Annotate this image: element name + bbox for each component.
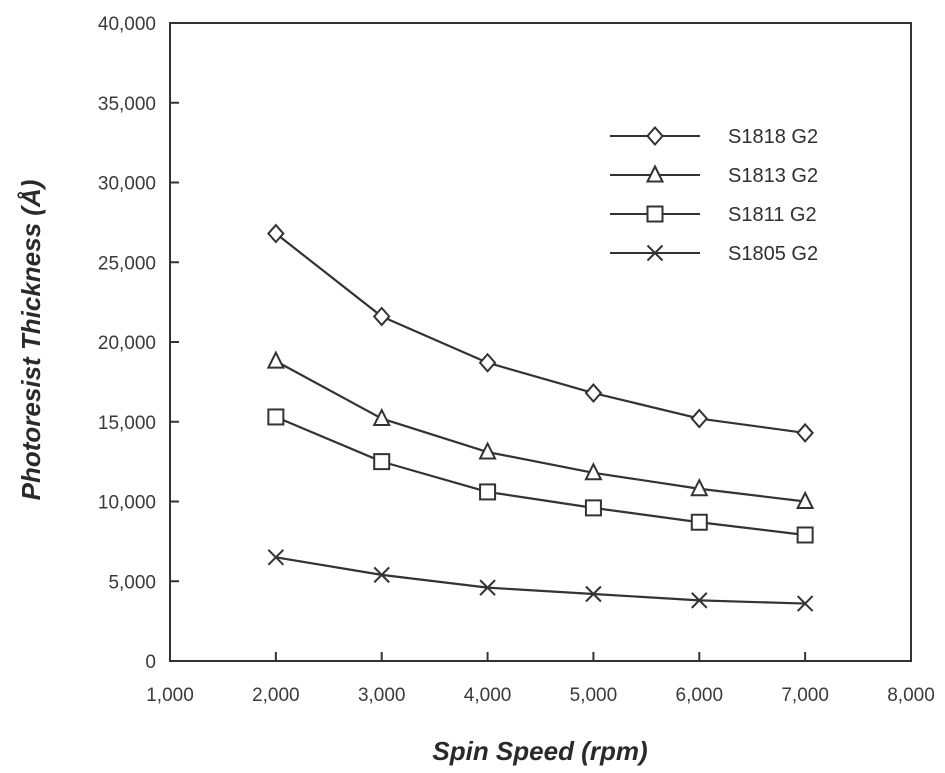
data-point-triangle xyxy=(584,462,603,481)
data-point-square xyxy=(584,499,602,517)
data-point-x xyxy=(267,549,285,566)
y-tick-label: 35,000 xyxy=(98,94,156,115)
y-axis-title: Photoresist Thickness (Å) xyxy=(16,180,46,501)
data-point-diamond xyxy=(267,223,285,244)
legend-label: S1818 G2 xyxy=(728,126,818,148)
data-point-diamond xyxy=(796,422,814,443)
x-axis-title: Spin Speed (rpm) xyxy=(432,736,647,766)
data-point-x xyxy=(585,585,602,603)
x-tick-label: 3,000 xyxy=(358,685,406,706)
data-point-x xyxy=(373,566,390,584)
legend-item: S1813 G2 xyxy=(610,164,818,187)
y-tick-label: 15,000 xyxy=(98,413,156,434)
data-point-square xyxy=(373,453,391,471)
legend-marker-diamond xyxy=(646,125,664,147)
data-point-triangle xyxy=(372,407,391,427)
legend-item: S1811 G2 xyxy=(610,204,817,226)
plot-frame xyxy=(169,22,912,662)
y-tick-label: 25,000 xyxy=(98,253,156,274)
x-tick-label: 1,000 xyxy=(146,685,194,706)
y-tick-label: 40,000 xyxy=(98,14,156,35)
data-point-diamond xyxy=(584,383,603,404)
legend-marker-x xyxy=(646,244,664,262)
legend-label: S1811 G2 xyxy=(728,204,817,226)
axes: 0 5,000 10,000 15,000 20,000 25,000 30,000 35,0… xyxy=(98,14,935,706)
legend-marker-square xyxy=(646,205,664,223)
data-point-triangle xyxy=(266,350,285,369)
y-tick-label: 0 xyxy=(145,652,156,673)
data-point-triangle xyxy=(796,490,815,509)
data-point-diamond xyxy=(478,352,497,373)
series-line xyxy=(275,415,806,537)
series-layer xyxy=(266,223,815,612)
data-point-square xyxy=(267,408,285,426)
series-x xyxy=(267,549,814,612)
series-square xyxy=(267,408,814,544)
legend-marker-triangle xyxy=(645,164,665,183)
y-tick-label: 20,000 xyxy=(98,333,156,354)
data-point-diamond xyxy=(690,408,709,429)
y-tick-label: 30,000 xyxy=(98,174,156,195)
series-line xyxy=(275,556,806,605)
x-tick-label: 4,000 xyxy=(464,685,512,706)
legend-label: S1813 G2 xyxy=(728,165,818,187)
data-point-x xyxy=(796,595,814,612)
x-tick-label: 7,000 xyxy=(781,685,829,706)
data-point-diamond xyxy=(372,306,391,327)
data-point-x xyxy=(691,592,708,609)
data-point-x xyxy=(479,579,496,596)
series-triangle xyxy=(266,350,815,509)
x-tick-label: 2,000 xyxy=(252,685,300,706)
x-tick-label: 8,000 xyxy=(887,685,935,706)
legend-item: S1818 G2 xyxy=(610,125,818,148)
y-tick-label: 10,000 xyxy=(98,493,156,514)
series-line xyxy=(275,360,806,503)
data-point-triangle xyxy=(690,478,709,497)
data-point-triangle xyxy=(478,441,497,460)
legend: S1818 G2 S1813 G2 S1811 G2 S1805 G2 xyxy=(610,125,818,265)
x-tick-label: 6,000 xyxy=(676,685,724,706)
x-tick-label: 5,000 xyxy=(570,685,618,706)
legend-label: S1805 G2 xyxy=(728,243,818,265)
series-diamond xyxy=(267,223,814,443)
legend-item: S1805 G2 xyxy=(610,243,818,265)
data-point-square xyxy=(690,513,708,531)
data-point-square xyxy=(796,526,814,544)
data-point-square xyxy=(479,483,497,501)
y-tick-label: 5,000 xyxy=(108,572,156,593)
series-line xyxy=(275,232,806,435)
